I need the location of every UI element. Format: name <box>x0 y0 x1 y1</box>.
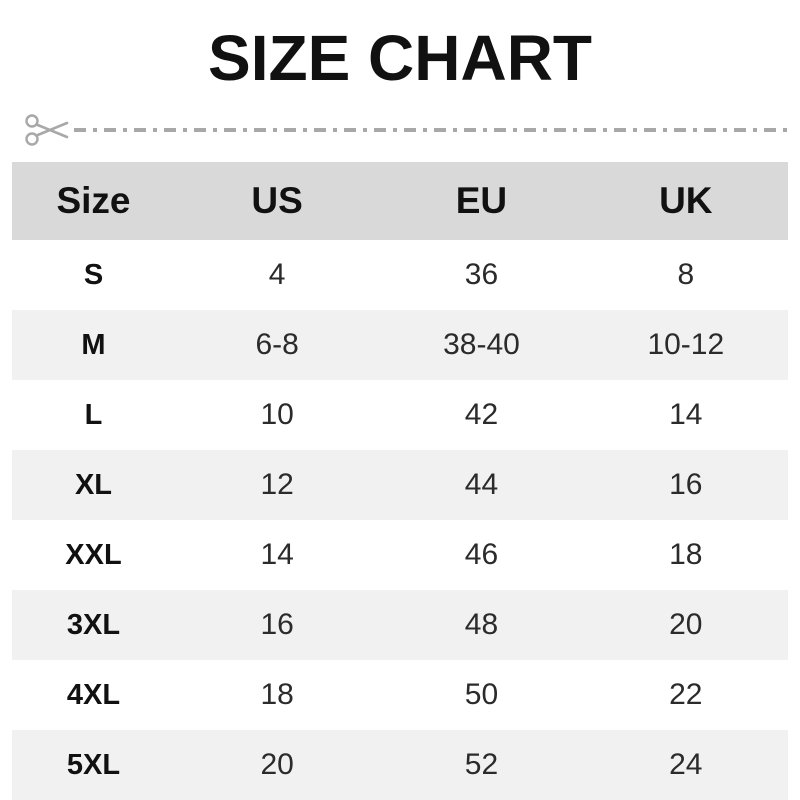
eu-value: 44 <box>464 468 499 501</box>
us-value: 12 <box>260 468 294 501</box>
table-row-xl: XL 12 44 16 <box>12 450 788 520</box>
dash-line <box>74 128 788 132</box>
column-header-uk: UK <box>583 162 788 240</box>
table-row-s: S 4 36 8 <box>12 240 788 310</box>
size-label: XL <box>74 468 113 501</box>
us-value: 18 <box>260 678 294 711</box>
eu-value: 38-40 <box>443 328 520 361</box>
size-label: 4XL <box>66 678 121 711</box>
table-row-xxl: XXL 14 46 18 <box>12 520 788 590</box>
uk-value: 20 <box>669 608 703 641</box>
us-value: 4 <box>268 258 286 291</box>
eu-value: 52 <box>464 748 499 781</box>
table-row-m: M 6-8 38-40 10-12 <box>12 310 788 380</box>
us-value: 16 <box>260 608 294 641</box>
column-header-us: US <box>174 162 380 240</box>
size-label: 5XL <box>66 748 121 781</box>
eu-value: 48 <box>464 608 499 641</box>
uk-value: 24 <box>669 748 703 781</box>
us-value: 20 <box>260 748 294 781</box>
table-row-4xl: 4XL 18 50 22 <box>12 660 788 730</box>
cut-line <box>24 110 788 150</box>
column-header-size: Size <box>12 162 175 240</box>
size-label: L <box>84 398 103 431</box>
table-row-l: L 10 42 14 <box>12 380 788 450</box>
table-row-3xl: 3XL 16 48 20 <box>12 590 788 660</box>
size-table: Size US EU UK S 4 36 8 M 6-8 38-40 10-12… <box>12 162 788 800</box>
size-label: 3XL <box>66 608 121 641</box>
uk-value: 18 <box>669 538 703 571</box>
uk-value: 14 <box>669 398 703 431</box>
uk-value: 16 <box>669 468 703 501</box>
table-row-5xl: 5XL 20 52 24 <box>12 730 788 800</box>
us-value: 14 <box>260 538 294 571</box>
column-header-eu: EU <box>379 162 584 240</box>
uk-value: 22 <box>669 678 703 711</box>
uk-value: 10-12 <box>647 328 725 361</box>
eu-value: 46 <box>464 538 499 571</box>
scissors-icon <box>25 114 69 146</box>
us-value: 10 <box>260 398 294 431</box>
size-label: S <box>83 258 104 291</box>
eu-value: 42 <box>464 398 499 431</box>
us-value: 6-8 <box>255 328 299 361</box>
size-label: M <box>81 328 106 361</box>
eu-value: 50 <box>464 678 499 711</box>
uk-value: 8 <box>677 258 695 291</box>
page-title: SIZE CHART <box>208 22 592 94</box>
size-label: XXL <box>65 538 122 571</box>
table-header-row: Size US EU UK <box>12 162 788 240</box>
eu-value: 36 <box>464 258 499 291</box>
